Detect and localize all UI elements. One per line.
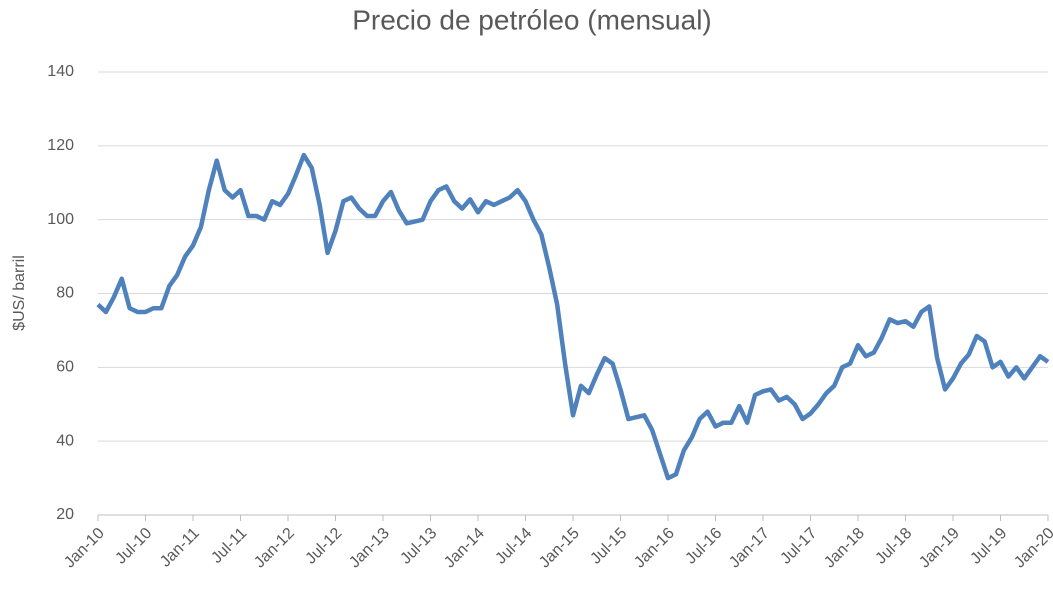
y-tick-label: 40 [56, 432, 74, 449]
x-tick-label: Jul-14 [492, 525, 535, 568]
y-tick-label: 120 [47, 137, 74, 154]
x-tick-label: Jan-12 [251, 525, 298, 572]
y-tick-label: 140 [47, 63, 74, 80]
y-axis-label: $US/ barril [11, 255, 28, 331]
x-tick-label: Jan-18 [821, 525, 868, 572]
x-tick-label: Jul-10 [112, 525, 155, 568]
x-tick-label: Jan-19 [916, 525, 963, 572]
y-tick-label: 100 [47, 211, 74, 228]
x-tick-label: Jul-17 [777, 525, 820, 568]
x-tick-label: Jul-12 [302, 525, 345, 568]
x-tick-label: Jul-15 [587, 525, 630, 568]
x-tick-label: Jul-16 [682, 525, 725, 568]
data-line [96, 152, 1050, 481]
x-tick-label: Jul-18 [872, 525, 915, 568]
x-tick-label: Jul-19 [967, 525, 1010, 568]
x-tick-label: Jul-11 [208, 525, 250, 567]
x-tick-label: Jan-13 [346, 525, 393, 572]
y-tick-label: 60 [56, 359, 74, 376]
x-tick-label: Jan-15 [536, 525, 583, 572]
x-tick-label: Jul-13 [397, 525, 440, 568]
x-tick-label: Jan-20 [1011, 525, 1053, 572]
x-tick-label: Jan-17 [726, 525, 773, 572]
x-tick-label: Jan-11 [157, 525, 203, 571]
chart-title: Precio de petróleo (mensual) [352, 4, 712, 35]
x-tick-label: Jan-16 [631, 525, 678, 572]
x-tick-label: Jan-10 [61, 525, 108, 572]
x-tick-label: Jan-14 [441, 525, 488, 572]
y-tick-label: 20 [56, 506, 74, 523]
y-tick-label: 80 [56, 285, 74, 302]
